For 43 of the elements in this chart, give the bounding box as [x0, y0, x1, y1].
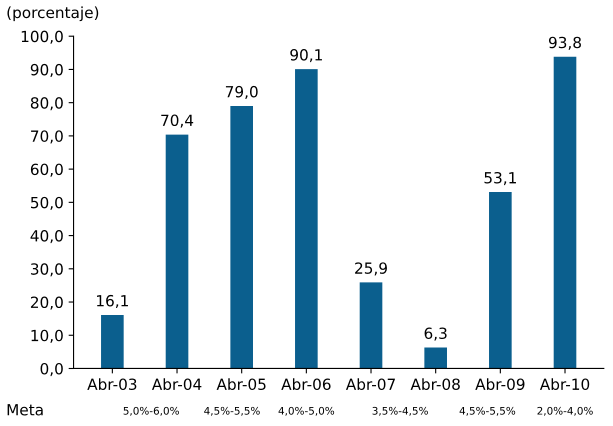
y-tick-label: 40,0 — [30, 230, 63, 244]
y-axis-title: (porcentaje) — [7, 6, 98, 22]
text: 5,0%-6,0% — [124, 406, 179, 416]
y-tick-label: 60,0 — [30, 164, 63, 177]
y-tick-label: 80,0 — [30, 97, 63, 110]
y-tick-label: 50,0 — [31, 196, 63, 210]
y-tick-label: 70,0 — [31, 130, 63, 144]
y-tick-label: 0,0 — [40, 362, 63, 376]
data-label: 79,0 — [226, 86, 258, 100]
data-label: 53,1 — [484, 172, 516, 186]
data-label: 93,8 — [548, 36, 581, 50]
bar — [166, 134, 188, 368]
data-label: 90,1 — [290, 49, 322, 62]
text: 3,5%-4,5% — [372, 406, 428, 416]
x-tick-label: Abr-05 — [216, 378, 266, 390]
y-tick-label: 100,0 — [22, 30, 63, 44]
text: 4,5%-5,5% — [460, 406, 516, 416]
bar — [489, 192, 512, 368]
text: 4,0%-5,0% — [278, 406, 334, 416]
y-tick-label: 20,0 — [30, 296, 63, 310]
text: Meta — [8, 404, 43, 416]
bar — [295, 69, 318, 368]
x-tick-label: Abr-07 — [346, 378, 395, 390]
bar — [360, 282, 382, 368]
x-tick-label: Abr-04 — [152, 378, 202, 390]
y-tick-label: 30,0 — [30, 263, 63, 276]
x-tick-label: Abr-03 — [87, 378, 136, 390]
x-tick-label: Abr-10 — [540, 378, 590, 390]
y-tick-label: 10,0 — [32, 330, 63, 343]
bar — [424, 348, 447, 368]
y-tick-label: 90,0 — [30, 64, 63, 78]
x-tick-label: Abr-09 — [475, 378, 524, 390]
data-label: 70,4 — [161, 114, 194, 128]
text: 4,5%-5,5% — [204, 406, 260, 416]
data-label: 25,9 — [355, 262, 387, 276]
data-label: 16,1 — [97, 294, 128, 308]
x-tick-label: Abr-08 — [410, 378, 460, 390]
bar — [554, 56, 576, 368]
data-label: 6,3 — [424, 327, 447, 341]
bar — [101, 314, 124, 368]
text: 2,0%-4,0% — [537, 406, 593, 416]
bar — [230, 106, 254, 368]
x-tick-label: Abr-06 — [281, 378, 331, 390]
